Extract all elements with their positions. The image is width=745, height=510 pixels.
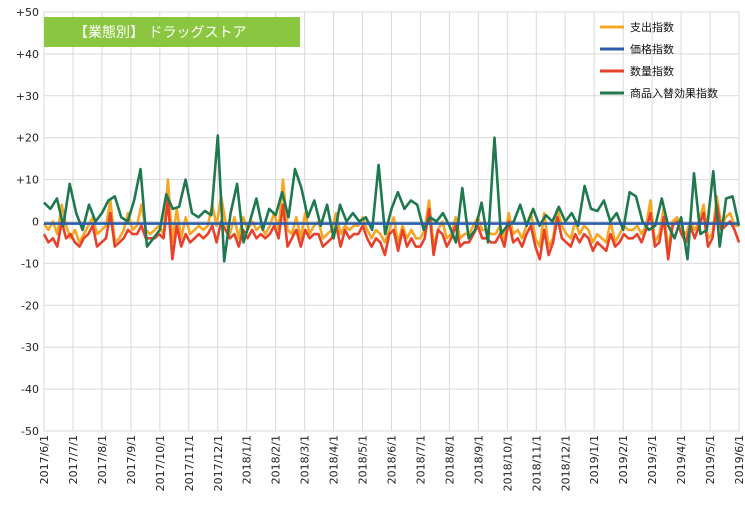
y-tick-label: +30 [16,90,39,103]
x-tick-label: 2018/6/1 [386,435,399,484]
x-tick-label: 2017/7/1 [67,435,80,484]
y-tick-label: +40 [16,48,39,61]
y-tick-label: 0 [32,216,39,229]
x-tick-label: 2017/6/1 [38,435,51,484]
x-tick-label: 2019/3/1 [646,435,659,484]
x-tick-label: 2018/8/1 [443,435,456,484]
x-tick-label: 2018/9/1 [472,435,485,484]
x-tick-label: 2018/12/1 [559,435,572,491]
x-tick-label: 2018/4/1 [328,435,341,484]
legend-label: 価格指数 [630,42,674,56]
x-tick-label: 2019/6/1 [733,435,745,484]
y-tick-label: -30 [21,341,39,354]
legend-label: 支出指数 [630,20,674,34]
x-tick-label: 2017/8/1 [96,435,109,484]
chart-title: 【業態別】 ドラッグストア [44,17,300,47]
y-tick-label: -50 [21,425,39,438]
legend-label: 数量指数 [630,64,674,78]
x-tick-label: 2019/4/1 [675,435,688,484]
x-tick-label: 2019/5/1 [704,435,717,484]
x-tick-label: 2018/11/1 [530,435,543,491]
x-tick-label: 2018/10/1 [501,435,514,491]
x-tick-label: 2018/7/1 [414,435,427,484]
x-axis-ticks: 2017/6/1 2017/7/1 2017/8/1 2017/9/1 2017/10/… [38,435,745,491]
y-axis-ticks: +50 +40 +30 +20 +10 0 -10 -20 -30 -40 -50 [16,6,39,438]
x-tick-label: 2017/12/1 [212,435,225,491]
x-tick-label: 2018/5/1 [357,435,370,484]
x-tick-label: 2018/3/1 [299,435,312,484]
legend-label: 商品入替効果指数 [630,86,718,100]
chart-title-background [44,17,300,47]
x-tick-label: 2018/2/1 [270,435,283,484]
y-tick-label: -40 [21,383,39,396]
series-line-2 [42,199,741,261]
x-tick-label: 2018/1/1 [241,435,254,484]
x-tick-label: 2019/2/1 [617,435,630,484]
y-tick-label: -20 [21,299,39,312]
y-tick-label: +20 [16,132,39,145]
y-tick-label: +50 [16,6,39,19]
x-tick-label: 2017/11/1 [183,435,196,491]
x-tick-label: 2017/9/1 [125,435,138,484]
chart-title-text: 【業態別】 ドラッグストア [74,25,246,41]
x-tick-label: 2017/10/1 [154,435,167,491]
x-tick-label: 2019/1/1 [588,435,601,484]
y-tick-label: +10 [16,174,39,187]
series-line-3 [43,134,741,263]
y-tick-label: -10 [21,257,39,270]
series-lines [42,134,741,263]
